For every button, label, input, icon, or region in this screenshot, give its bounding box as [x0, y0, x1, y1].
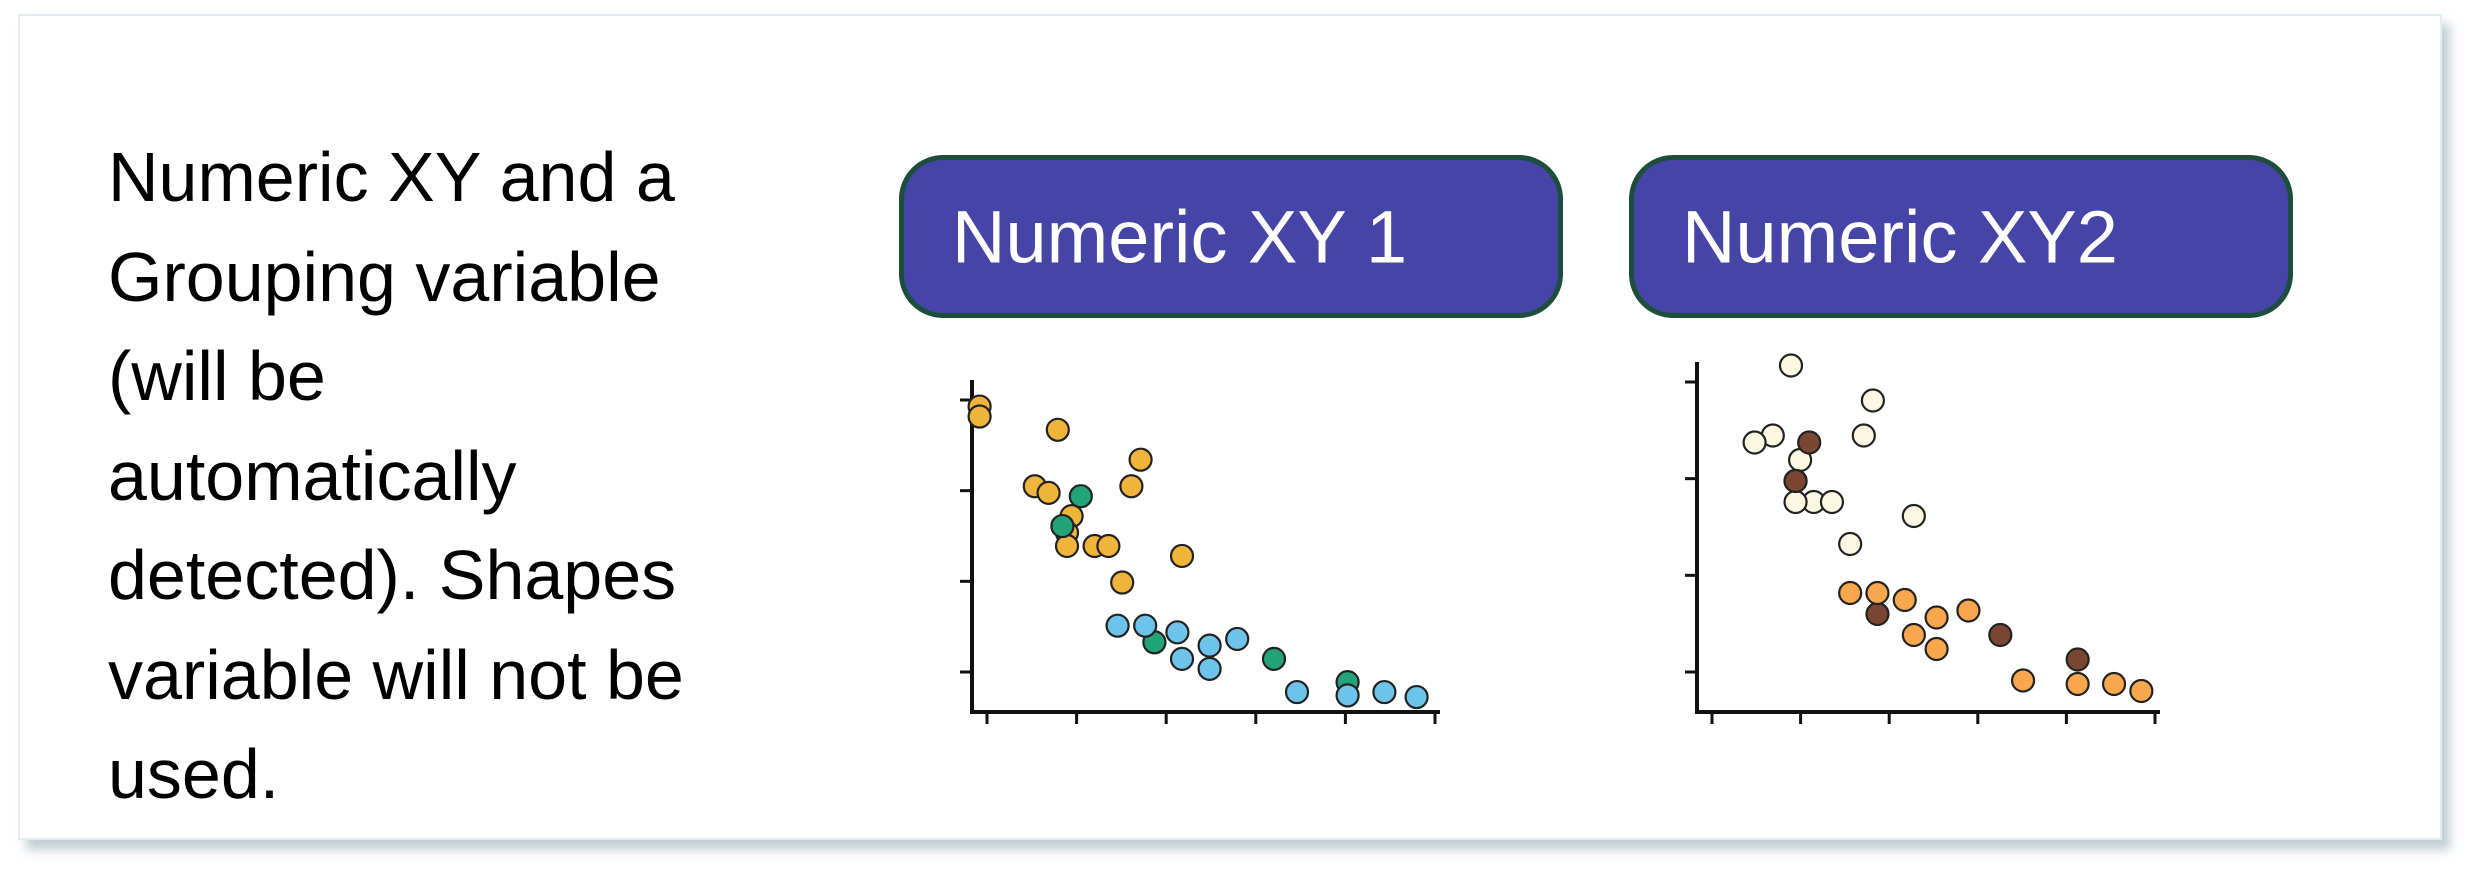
scatter-point: [1783, 468, 1808, 494]
scatter-point: [1865, 580, 1890, 606]
slide-card: Numeric XY and a Grouping variable (will…: [18, 14, 2442, 840]
scatter-point: [1165, 620, 1190, 645]
numeric-xy-2-label: Numeric XY2: [1682, 195, 2118, 278]
scatter-point: [1225, 626, 1250, 652]
scatter-point: [1924, 605, 1949, 630]
scatter-point: [1838, 531, 1863, 557]
numeric-xy-2-chip: Numeric XY2: [1629, 155, 2293, 318]
scatter-point: [1988, 622, 2013, 648]
scatter-point: [1169, 646, 1195, 671]
scatter-point: [1261, 646, 1287, 671]
scatter-point: [1901, 503, 1926, 529]
scatter-point: [2065, 671, 2090, 697]
scatter-point: [1819, 489, 1845, 515]
scatter-point: [1742, 430, 1767, 455]
scatter-point: [1050, 513, 1075, 539]
scatter-point: [1119, 474, 1144, 499]
scatter-point: [1892, 587, 1917, 613]
scatter-point: [1197, 656, 1222, 681]
scatter-point: [1901, 622, 1926, 648]
scatter-point: [1036, 480, 1061, 505]
scatter-point: [1335, 683, 1360, 708]
scatter-point: [1096, 533, 1121, 559]
scatter-point: [1068, 484, 1093, 509]
scatter-point: [967, 404, 992, 429]
scatter-point: [2010, 668, 2036, 693]
scatter-point: [1797, 430, 1822, 455]
scatter-point: [1110, 570, 1135, 595]
scatter-point: [1778, 353, 1804, 378]
scatter-point: [1783, 489, 1808, 515]
scatter-point: [1865, 601, 1890, 627]
scatter-point: [2101, 671, 2127, 697]
scatter-point: [1838, 580, 1863, 606]
scatter-point: [1045, 417, 1070, 442]
scatter-point: [1128, 447, 1153, 472]
scatter-point: [1169, 543, 1195, 569]
scatter-point: [1924, 636, 1949, 662]
scatter-point: [2065, 647, 2090, 672]
scatter-point: [2129, 678, 2154, 704]
numeric-xy-1-label: Numeric XY 1: [952, 195, 1408, 278]
scatter-point: [1197, 633, 1222, 658]
scatter-point: [1372, 679, 1397, 705]
scatter-point: [1105, 613, 1130, 638]
scatter-point: [1860, 388, 1886, 413]
scatter-point: [1133, 613, 1158, 638]
scatter-point: [1404, 684, 1429, 710]
numeric-xy-1-chip: Numeric XY 1: [899, 155, 1563, 318]
scatter-point: [1956, 598, 1981, 623]
description-text: Numeric XY and a Grouping variable (will…: [108, 138, 684, 813]
scatter-point: [1284, 679, 1310, 705]
scatter-point: [1851, 423, 1876, 448]
